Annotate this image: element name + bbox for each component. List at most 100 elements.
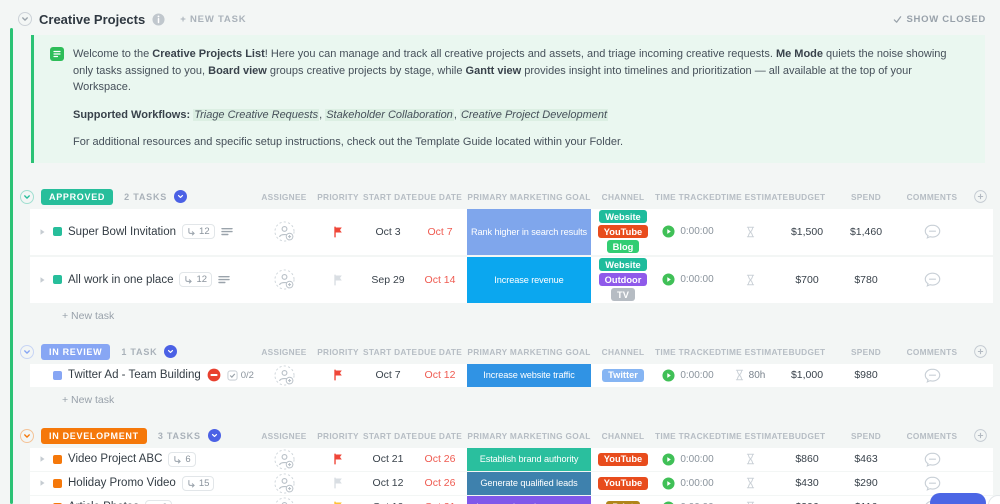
marketing-goal[interactable]: Rank higher in search results [467,208,591,255]
expand-caret-icon[interactable] [38,276,47,284]
task-name[interactable]: Article Photos [68,501,139,504]
column-header-assignee[interactable]: ASSIGNEE [261,346,307,357]
spend-value[interactable]: $290 [854,477,878,489]
marketing-goal[interactable]: Increase website traffic [467,363,591,387]
assignee-icon[interactable] [273,472,295,494]
channel-tag-tv[interactable]: TV [611,288,635,301]
task-name[interactable]: All work in one place [68,273,174,286]
show-closed-button[interactable]: SHOW CLOSED [893,14,986,25]
priority-flag-none[interactable] [313,472,363,495]
channel-tag-youtube[interactable]: YouTube [597,225,649,238]
column-header-priority[interactable]: PRIORITY [317,191,359,202]
column-header-primary-marketing-goal[interactable]: PRIMARY MARKETING GOAL [467,191,591,202]
due-date[interactable]: Oct 7 [427,225,453,238]
column-header-priority[interactable]: PRIORITY [317,430,359,441]
new-task-button[interactable]: + NEW TASK [180,13,247,25]
assignee-icon[interactable] [273,364,295,386]
due-date[interactable]: Oct 21 [413,496,467,504]
play-timer-icon[interactable] [662,368,675,382]
time-estimate[interactable] [721,496,779,504]
play-timer-icon[interactable] [662,225,675,238]
spend-value[interactable]: $980 [854,369,878,381]
column-header-channel[interactable]: CHANNEL [601,346,645,357]
column-header-start-date[interactable]: START DATE [363,430,418,441]
column-header-budget[interactable]: BUDGET [788,191,826,202]
comments-icon[interactable] [897,257,967,303]
time-estimate[interactable] [721,209,779,255]
subtask-count[interactable]: 6 [168,451,196,467]
priority-flag-none[interactable] [313,257,363,303]
column-header-due-date[interactable]: DUE DATE [417,430,463,441]
add-task-button[interactable]: + New task [62,309,115,322]
info-icon[interactable] [152,12,165,26]
column-header-spend[interactable]: SPEND [850,191,882,202]
expand-caret-icon[interactable] [38,228,47,236]
budget-value[interactable]: $1,500 [790,225,824,238]
column-header-time-estimate[interactable]: TIME ESTIMATE [721,191,789,202]
group-status-badge[interactable]: IN DEVELOPMENT [41,427,147,444]
group-dropdown-icon[interactable] [164,345,178,358]
play-timer-icon[interactable] [662,500,675,504]
channel-tag-outdoor[interactable]: Outdoor [598,273,648,286]
subtask-count[interactable]: 15 [181,475,215,491]
task-status-square[interactable] [53,478,62,488]
play-timer-icon[interactable] [662,476,675,490]
column-header-assignee[interactable]: ASSIGNEE [261,191,307,202]
add-column-icon[interactable] [967,429,993,442]
budget-value[interactable]: $700 [795,273,819,286]
collapse-list-icon[interactable] [18,12,32,26]
task-status-square[interactable] [53,454,62,464]
time-estimate[interactable] [721,257,779,303]
task-status-square[interactable] [53,502,62,504]
column-header-start-date[interactable]: START DATE [363,346,418,357]
play-timer-icon[interactable] [662,273,675,286]
column-header-comments[interactable]: COMMENTS [906,191,958,202]
due-date[interactable]: Oct 12 [424,369,456,381]
subtask-count[interactable]: 6 [144,499,173,504]
column-header-time-tracked[interactable]: TIME TRACKED [655,430,722,441]
column-header-comments[interactable]: COMMENTS [906,430,958,441]
group-dropdown-icon[interactable] [207,429,221,442]
column-header-comments[interactable]: COMMENTS [906,346,958,357]
priority-flag-red[interactable] [313,209,363,255]
column-header-spend[interactable]: SPEND [850,346,882,357]
marketing-goal[interactable]: Increase revenue [467,256,591,303]
time-tracked[interactable]: 0:00:00 [655,209,721,255]
add-column-icon[interactable] [967,190,993,203]
assignee-icon[interactable] [273,221,295,242]
start-date[interactable]: Oct 10 [363,496,413,504]
column-header-spend[interactable]: SPEND [850,430,882,441]
column-header-priority[interactable]: PRIORITY [317,346,359,357]
spend-value[interactable]: $463 [854,453,878,465]
column-header-due-date[interactable]: DUE DATE [417,191,463,202]
channel-tag-youtube[interactable]: YouTube [597,452,649,466]
due-date[interactable]: Oct 26 [424,477,456,489]
task-status-square[interactable] [53,370,62,380]
play-timer-icon[interactable] [662,452,675,466]
assignee-icon[interactable] [273,269,295,290]
description-icon[interactable] [220,227,233,237]
time-tracked[interactable]: 0:00:00 [655,448,721,471]
comments-icon[interactable] [897,209,967,255]
column-header-time-tracked[interactable]: TIME TRACKED [655,346,722,357]
time-tracked[interactable]: 0:00:00 [655,496,721,504]
marketing-goal[interactable]: Establish brand authority [467,447,591,471]
marketing-goal[interactable]: Generate qualified leads [467,471,591,495]
comments-icon[interactable] [897,472,967,495]
budget-value[interactable]: $430 [795,477,819,489]
spend-value[interactable]: $116 [835,496,897,504]
column-header-primary-marketing-goal[interactable]: PRIMARY MARKETING GOAL [467,430,591,441]
group-status-badge[interactable]: APPROVED [41,188,114,205]
channel-tag-print[interactable]: Print [606,500,640,504]
column-header-budget[interactable]: BUDGET [788,430,826,441]
add-column-icon[interactable] [967,345,993,358]
priority-flag-yellow[interactable] [313,496,363,504]
group-collapse-icon[interactable] [20,344,34,359]
add-task-button[interactable]: + New task [62,393,115,406]
budget-value[interactable]: $860 [795,453,819,465]
group-status-badge[interactable]: IN REVIEW [41,343,111,360]
column-header-channel[interactable]: CHANNEL [601,191,645,202]
time-tracked[interactable]: 0:00:00 [655,257,721,303]
start-date[interactable]: Oct 21 [372,453,404,465]
description-icon[interactable] [218,275,230,285]
